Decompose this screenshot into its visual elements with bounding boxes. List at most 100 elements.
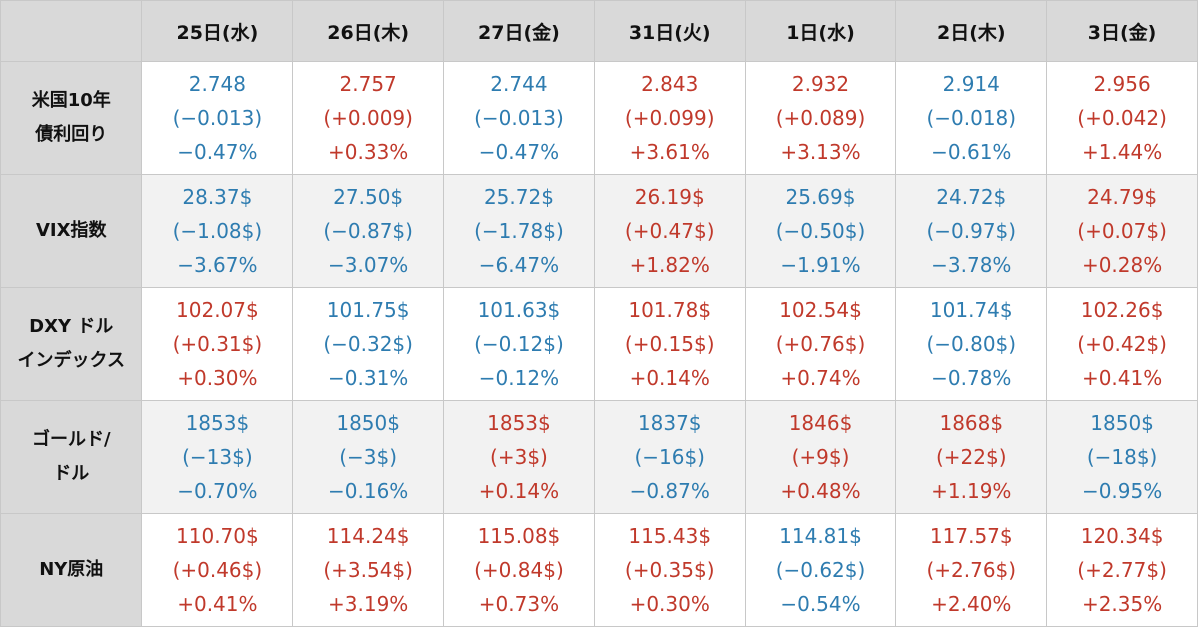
date-header: 2日(木): [895, 0, 1048, 62]
value-change: (−1.78$): [474, 219, 564, 243]
value-price: 27.50$: [333, 185, 404, 209]
value-percent: −3.78%: [931, 253, 1012, 277]
row-label: ゴールド/ドル: [0, 400, 143, 514]
value-percent: +1.19%: [931, 479, 1012, 503]
value-cell: 102.26$ (+0.42$) +0.41%: [1046, 287, 1198, 401]
value-percent: +0.74%: [780, 366, 861, 390]
row-label-line: DXY ドル: [29, 316, 114, 337]
row-label-line: 債利回り: [35, 124, 108, 145]
value-percent: +0.41%: [1081, 366, 1163, 390]
value-price: 25.72$: [483, 185, 554, 209]
value-change: (+0.07$): [1077, 219, 1167, 243]
value-cell: 27.50$ (−0.87$) −3.07%: [292, 174, 445, 288]
value-price: 28.37$: [182, 185, 253, 209]
value-price: 24.79$: [1087, 185, 1158, 209]
value-price: 1850$: [1090, 411, 1154, 435]
value-price: 2.932: [791, 72, 850, 96]
date-header: 3日(金): [1046, 0, 1198, 62]
value-percent: −0.31%: [328, 366, 409, 390]
value-change: (−0.87$): [323, 219, 413, 243]
row-label-line: インデックス: [17, 350, 125, 371]
value-cell: 24.79$ (+0.07$) +0.28%: [1046, 174, 1198, 288]
value-price: 2.748: [188, 72, 246, 96]
value-price: 102.07$: [176, 298, 259, 322]
value-percent: −1.91%: [780, 253, 861, 277]
value-cell: 101.74$ (−0.80$) −0.78%: [895, 287, 1048, 401]
value-price: 110.70$: [176, 524, 259, 548]
value-percent: −0.70%: [177, 479, 258, 503]
row-label: 米国10年債利回り: [0, 61, 143, 175]
value-cell: 114.24$ (+3.54$) +3.19%: [292, 513, 445, 627]
date-header: 31日(火): [593, 0, 746, 62]
value-percent: +2.40%: [931, 592, 1012, 616]
value-percent: −0.12%: [478, 366, 560, 390]
value-cell: 2.843 (+0.099) +3.61%: [593, 61, 746, 175]
row-label-line: 米国10年: [31, 90, 111, 111]
value-change: (−1.08$): [172, 219, 263, 243]
date-header: 27日(金): [443, 0, 595, 62]
value-change: (+3.54$): [323, 558, 413, 582]
value-percent: +0.33%: [328, 140, 409, 164]
value-change: (+0.42$): [1077, 332, 1167, 356]
value-price: 120.34$: [1080, 524, 1164, 548]
value-change: (+2.77$): [1077, 558, 1167, 582]
table-row: 米国10年 債利回り 2.748 (−0.013) −0.47% 2.757 (+0.009…: [0, 61, 1198, 175]
value-cell: 25.72$ (−1.78$) −6.47%: [443, 174, 595, 288]
value-cell: 25.69$ (−0.50$) −1.91%: [744, 174, 897, 288]
value-cell: 1853$ (+3$) +0.14%: [443, 400, 595, 514]
value-change: (+22$): [936, 445, 1007, 469]
value-change: (+0.47$): [624, 219, 715, 243]
value-cell: 101.63$ (−0.12$) −0.12%: [443, 287, 595, 401]
value-price: 1868$: [939, 411, 1004, 435]
value-change: (−0.12$): [474, 332, 564, 356]
value-change: (+0.089): [775, 106, 866, 130]
row-label-line: ゴールド/: [31, 429, 111, 450]
value-cell: 26.19$ (+0.47$) +1.82%: [593, 174, 746, 288]
value-cell: 115.08$ (+0.84$) +0.73%: [443, 513, 595, 627]
value-price: 2.843: [641, 72, 699, 96]
value-cell: 2.914 (−0.018) −0.61%: [895, 61, 1048, 175]
value-cell: 115.43$ (+0.35$) +0.30%: [593, 513, 746, 627]
date-header: 26日(木): [292, 0, 445, 62]
value-price: 114.81$: [779, 524, 862, 548]
value-price: 115.08$: [477, 524, 561, 548]
value-cell: 102.07$ (+0.31$) +0.30%: [141, 287, 294, 401]
value-cell: 1837$ (−16$) −0.87%: [593, 400, 746, 514]
value-percent: −0.61%: [931, 140, 1012, 164]
value-percent: −0.54%: [780, 592, 861, 616]
value-cell: 101.75$ (−0.32$) −0.31%: [292, 287, 445, 401]
value-change: (−0.50$): [775, 219, 866, 243]
value-percent: +0.41%: [177, 592, 258, 616]
value-cell: 117.57$ (+2.76$) +2.40%: [895, 513, 1048, 627]
value-change: (−3$): [339, 445, 398, 469]
value-change: (−13$): [182, 445, 253, 469]
value-percent: −6.47%: [478, 253, 560, 277]
value-percent: +0.30%: [629, 592, 710, 616]
value-price: 101.63$: [477, 298, 561, 322]
value-percent: −0.47%: [177, 140, 258, 164]
value-percent: −0.95%: [1081, 479, 1163, 503]
value-price: 2.744: [490, 72, 548, 96]
value-change: (−0.013): [172, 106, 263, 130]
value-change: (−16$): [634, 445, 705, 469]
value-price: 102.26$: [1080, 298, 1164, 322]
value-price: 115.43$: [628, 524, 712, 548]
row-label-line: NY原油: [39, 559, 104, 580]
value-percent: +0.28%: [1081, 253, 1163, 277]
date-header: 25日(水): [141, 0, 294, 62]
value-price: 117.57$: [929, 524, 1013, 548]
value-price: 1853$: [487, 411, 551, 435]
table-row: DXY ドル インデックス 102.07$ (+0.31$) +0.30% 101.75$…: [0, 287, 1198, 401]
value-percent: +0.14%: [629, 366, 710, 390]
value-change: (−0.018): [926, 106, 1017, 130]
value-percent: +0.30%: [177, 366, 258, 390]
table-row: ゴールド/ドル 1853$ (−13$) −0.70% 1850$ (−3$) −0.16%…: [0, 400, 1198, 514]
value-price: 2.914: [942, 72, 1000, 96]
value-cell: 24.72$ (−0.97$) −3.78%: [895, 174, 1048, 288]
value-price: 101.78$: [628, 298, 712, 322]
value-cell: 2.748 (−0.013) −0.47%: [141, 61, 294, 175]
value-cell: 1850$ (−3$) −0.16%: [292, 400, 445, 514]
value-percent: +3.61%: [629, 140, 710, 164]
value-percent: −0.16%: [328, 479, 409, 503]
